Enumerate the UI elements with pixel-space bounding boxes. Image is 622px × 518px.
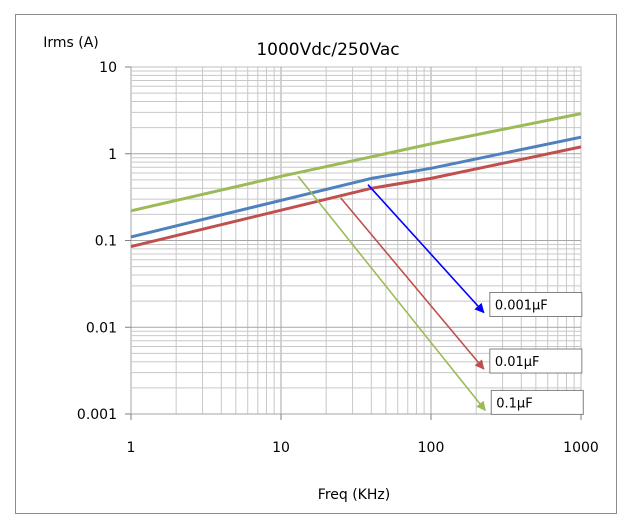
annotation-box [489,291,583,317]
x-tick-label: 1 [127,440,136,456]
annotation-label: 0.001μF [495,298,548,313]
series-line-3 [130,145,582,249]
annotation-label: 0.01μF [495,355,540,370]
annotation-arrow-2 [340,197,485,370]
annotation-box [489,348,583,374]
chart-svg: 1000Vdc/250Vac Irms (A) Freq (KHz) 10 1 0.… [43,35,599,503]
y-axis-label: Irms (A) [43,35,99,51]
y-tick-labels: 10 1 0.1 0.01 0.001 [77,60,117,423]
x-tick-label: 10 [272,440,290,456]
x-tick-label: 100 [418,440,445,456]
y-tick-label: 10 [99,60,117,76]
chart-frame: 1000Vdc/250Vac Irms (A) Freq (KHz) 10 1 0.… [15,14,617,514]
annotations: 0.001μF 0.01μF 0.1μF [297,175,584,415]
y-tick-label: 0.01 [86,320,117,336]
y-tick-label: 0.001 [77,407,117,423]
x-axis-label: Freq (KHz) [318,487,390,503]
series-line-2 [130,135,582,239]
grid [125,66,582,420]
annotation-box [490,389,584,415]
x-tick-label: 1000 [563,440,599,456]
annotation-label: 0.1μF [496,396,532,411]
y-tick-label: 0.1 [95,234,117,250]
x-tick-labels: 1 10 100 1000 [127,440,599,456]
series-line-1 [130,112,582,213]
annotation-arrow-3 [297,175,486,412]
series-lines [130,112,582,249]
annotation-arrow-1 [367,184,485,314]
y-tick-label: 1 [108,147,117,163]
chart-title: 1000Vdc/250Vac [256,40,399,60]
